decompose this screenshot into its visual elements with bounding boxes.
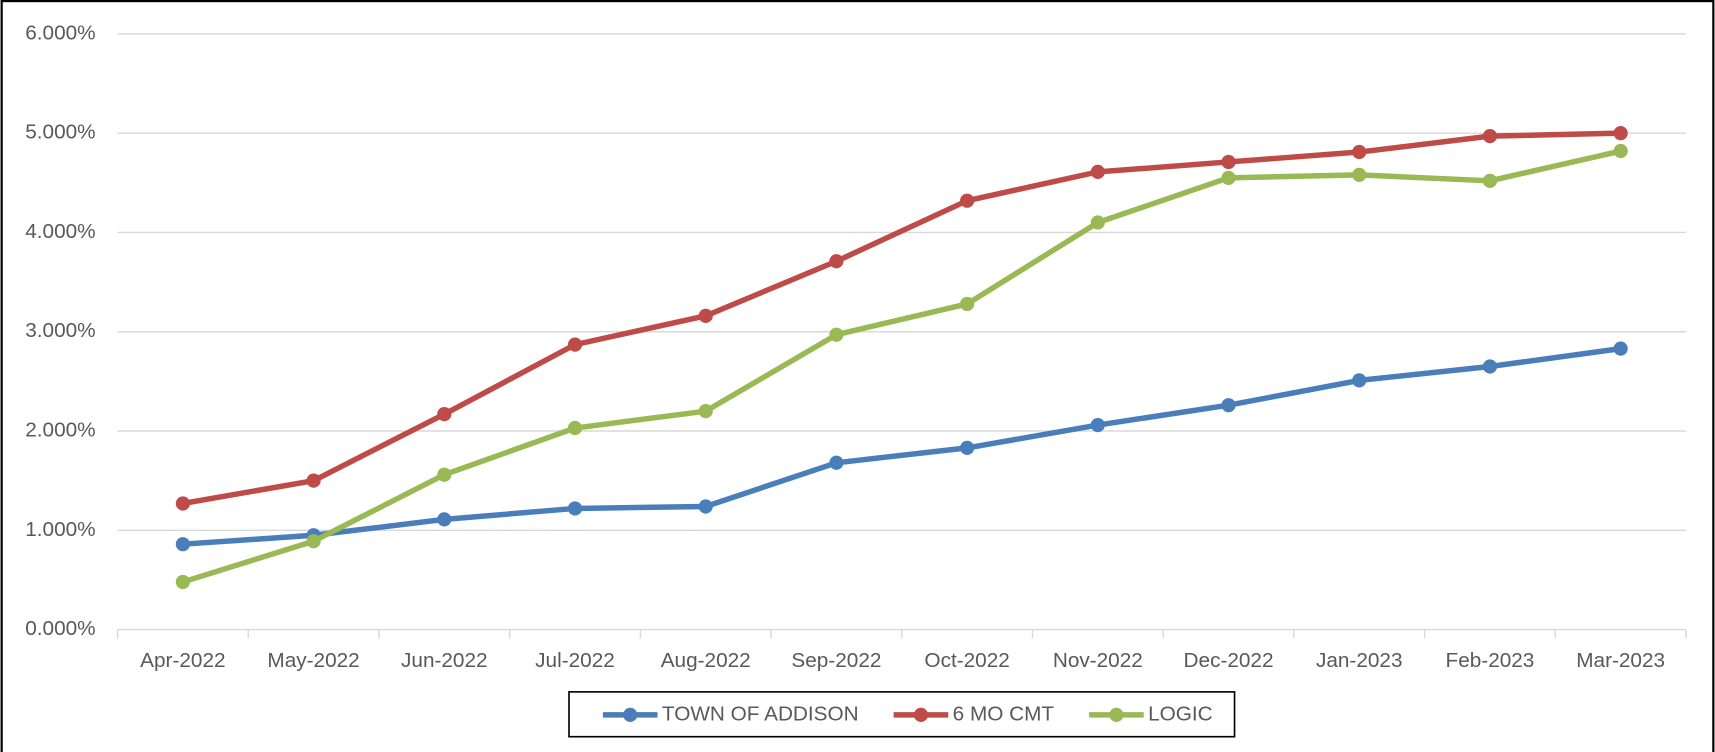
legend-marker — [623, 707, 638, 722]
y-tick-label: 3.000% — [25, 319, 95, 342]
x-tick-label: Aug-2022 — [661, 649, 751, 672]
data-point — [1482, 173, 1498, 188]
x-tick-label: Sep-2022 — [791, 649, 881, 672]
x-tick-label: Mar-2023 — [1576, 649, 1665, 672]
legend-marker — [913, 707, 929, 722]
series-line — [182, 130, 1621, 507]
data-point — [306, 534, 321, 549]
x-tick-label: Nov-2022 — [1053, 649, 1143, 672]
data-point — [437, 407, 452, 422]
series-line — [182, 345, 1622, 547]
data-point — [1090, 164, 1105, 179]
data-point — [567, 501, 583, 516]
data-point — [1482, 359, 1498, 374]
data-point — [698, 308, 713, 323]
data-point — [698, 499, 713, 514]
x-tick-label: Feb-2023 — [1446, 649, 1535, 672]
data-point — [698, 404, 713, 419]
data-point — [1090, 215, 1105, 230]
x-tick-label: May-2022 — [267, 649, 359, 672]
data-point — [960, 193, 975, 208]
data-point — [1482, 129, 1498, 144]
x-tick-label: Oct-2022 — [924, 649, 1009, 672]
data-point — [437, 467, 452, 482]
data-point — [829, 455, 844, 470]
x-tick-label: Dec-2022 — [1184, 649, 1274, 672]
legend-label: TOWN OF ADDISON — [662, 702, 859, 725]
legend: TOWN OF ADDISON 6 MO CMT LOGIC — [568, 691, 1236, 738]
data-point — [306, 473, 321, 488]
data-point — [567, 420, 583, 436]
data-point — [1352, 373, 1367, 388]
y-tick-label: 0.000% — [25, 617, 95, 640]
series-line — [182, 148, 1622, 585]
data-point — [960, 296, 975, 312]
data-point — [1613, 143, 1628, 159]
data-point — [829, 327, 844, 342]
data-point — [437, 512, 452, 527]
y-tick-label: 4.000% — [25, 220, 95, 243]
data-point — [1613, 341, 1628, 356]
data-point — [567, 337, 583, 352]
legend-label: LOGIC — [1148, 702, 1213, 725]
x-tick-label: Jul-2022 — [535, 649, 615, 672]
data-point — [960, 440, 975, 455]
data-point — [175, 574, 190, 590]
data-point — [1221, 170, 1236, 185]
y-tick-label: 2.000% — [25, 418, 95, 441]
data-point — [1221, 154, 1236, 170]
x-tick-label: Jan-2023 — [1316, 649, 1403, 672]
data-point — [175, 537, 190, 552]
legend-label: 6 MO CMT — [953, 702, 1055, 725]
y-tick-label: 6.000% — [25, 21, 95, 44]
legend-box — [568, 691, 1236, 738]
x-tick-label: Apr-2022 — [140, 649, 225, 672]
x-tick-label: Jun-2022 — [401, 649, 488, 672]
y-tick-label: 5.000% — [25, 121, 95, 144]
data-point — [1221, 398, 1236, 413]
y-tick-label: 1.000% — [25, 518, 95, 541]
data-point — [1352, 167, 1367, 182]
data-point — [175, 496, 190, 511]
data-point — [829, 254, 844, 269]
legend-marker — [1109, 707, 1124, 722]
data-point — [1090, 417, 1105, 433]
data-point — [1352, 144, 1367, 160]
data-point — [1613, 126, 1628, 141]
